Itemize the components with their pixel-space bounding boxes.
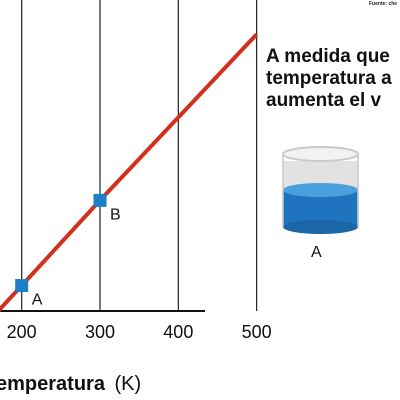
statement-line: A medida que [266, 46, 390, 67]
x-tick-label-300: 300 [85, 322, 115, 342]
series-layer [0, 33, 259, 312]
cylinder-bottom [283, 220, 358, 234]
point-marker-b [93, 193, 107, 207]
cylinder-rim [282, 146, 359, 162]
cylinder-liquid-surface [283, 183, 358, 197]
series-line-0 [0, 33, 259, 312]
x-tick-label-500: 500 [242, 322, 272, 342]
cylinder-label: A [311, 244, 322, 261]
points-layer: AB [15, 193, 121, 309]
point-label-b: B [110, 206, 121, 223]
point-label-a: A [32, 292, 43, 309]
point-marker-a [15, 279, 29, 293]
source-note: Fuente: che [369, 1, 398, 7]
grid-layer [21, 0, 258, 311]
x-axis-title-text: emperatura [0, 373, 106, 395]
statement-text: A medida que temperatura a aumenta el v [266, 46, 392, 112]
statement-line: aumenta el v [266, 90, 382, 111]
x-axis-title: emperatura (K) [0, 373, 141, 395]
x-tick-label-200: 200 [7, 322, 37, 342]
x-tick-labels: 200 300 400 500 [7, 322, 272, 342]
x-tick-label-400: 400 [163, 322, 193, 342]
x-axis-title-unit: (K) [115, 373, 142, 395]
cylinder-icon [282, 146, 359, 234]
statement-line: temperatura a [266, 68, 392, 89]
